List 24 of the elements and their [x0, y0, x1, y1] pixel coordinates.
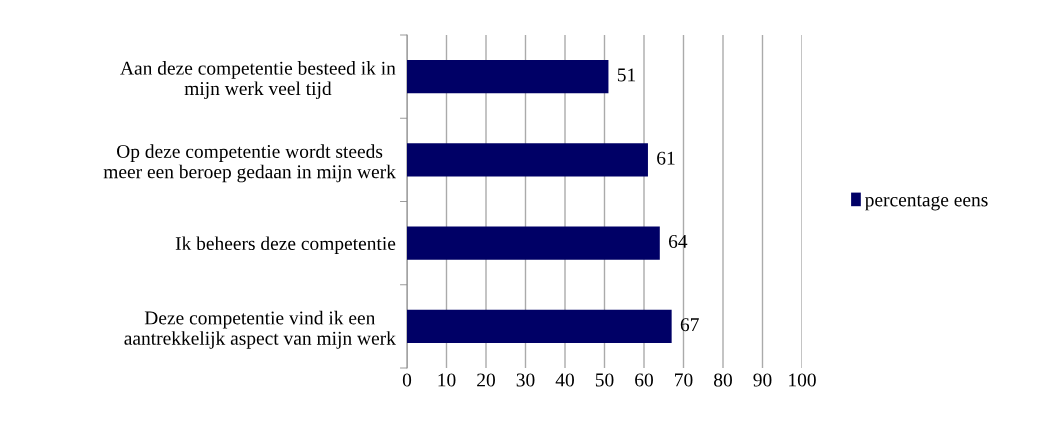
y-tick-label: Op deze competentie wordt steeds meer een beroep gedaan in mijn werk	[103, 144, 396, 183]
bar	[407, 226, 660, 260]
x-tick-label: 50	[595, 373, 614, 387]
bar	[407, 309, 672, 344]
x-tick-label: 90	[753, 373, 772, 387]
data-label: 67	[680, 318, 699, 332]
x-tick-label: 100	[789, 373, 816, 387]
data-label: 64	[668, 234, 688, 248]
legend-label: percentage eens	[865, 195, 988, 211]
x-tick-label: 70	[675, 373, 693, 387]
data-label: 51	[617, 68, 636, 82]
y-tick-label: Aan deze competentie besteed ik in mijn werk veel tijd	[120, 61, 396, 100]
y-tick-label: Deze competentie vind ik een aantrekkelijk aspect van mijn werk	[124, 310, 396, 349]
x-tick-label: 20	[477, 373, 495, 387]
x-tick-label: 40	[555, 373, 574, 387]
x-tick-label: 0	[402, 373, 412, 387]
data-label: 61	[657, 151, 675, 165]
x-tick-label: 30	[516, 373, 535, 387]
bar	[407, 59, 609, 94]
x-tick-label: 60	[635, 373, 653, 387]
y-tick-label: Ik beheers deze competentie	[175, 236, 396, 255]
x-tick-label: 10	[438, 373, 456, 387]
bar	[407, 143, 648, 177]
x-tick-label: 80	[714, 373, 732, 387]
